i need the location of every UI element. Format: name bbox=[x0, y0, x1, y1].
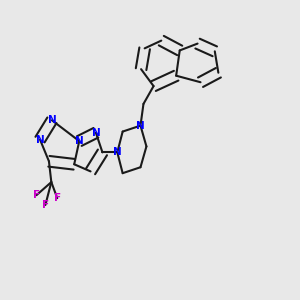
Text: N: N bbox=[36, 135, 44, 145]
Text: N: N bbox=[113, 147, 122, 158]
Text: F: F bbox=[54, 193, 61, 203]
Text: N: N bbox=[136, 121, 145, 130]
Text: F: F bbox=[42, 200, 49, 210]
Text: F: F bbox=[33, 190, 40, 200]
Text: N: N bbox=[75, 136, 84, 146]
Text: N: N bbox=[47, 115, 56, 125]
Text: N: N bbox=[92, 128, 100, 138]
